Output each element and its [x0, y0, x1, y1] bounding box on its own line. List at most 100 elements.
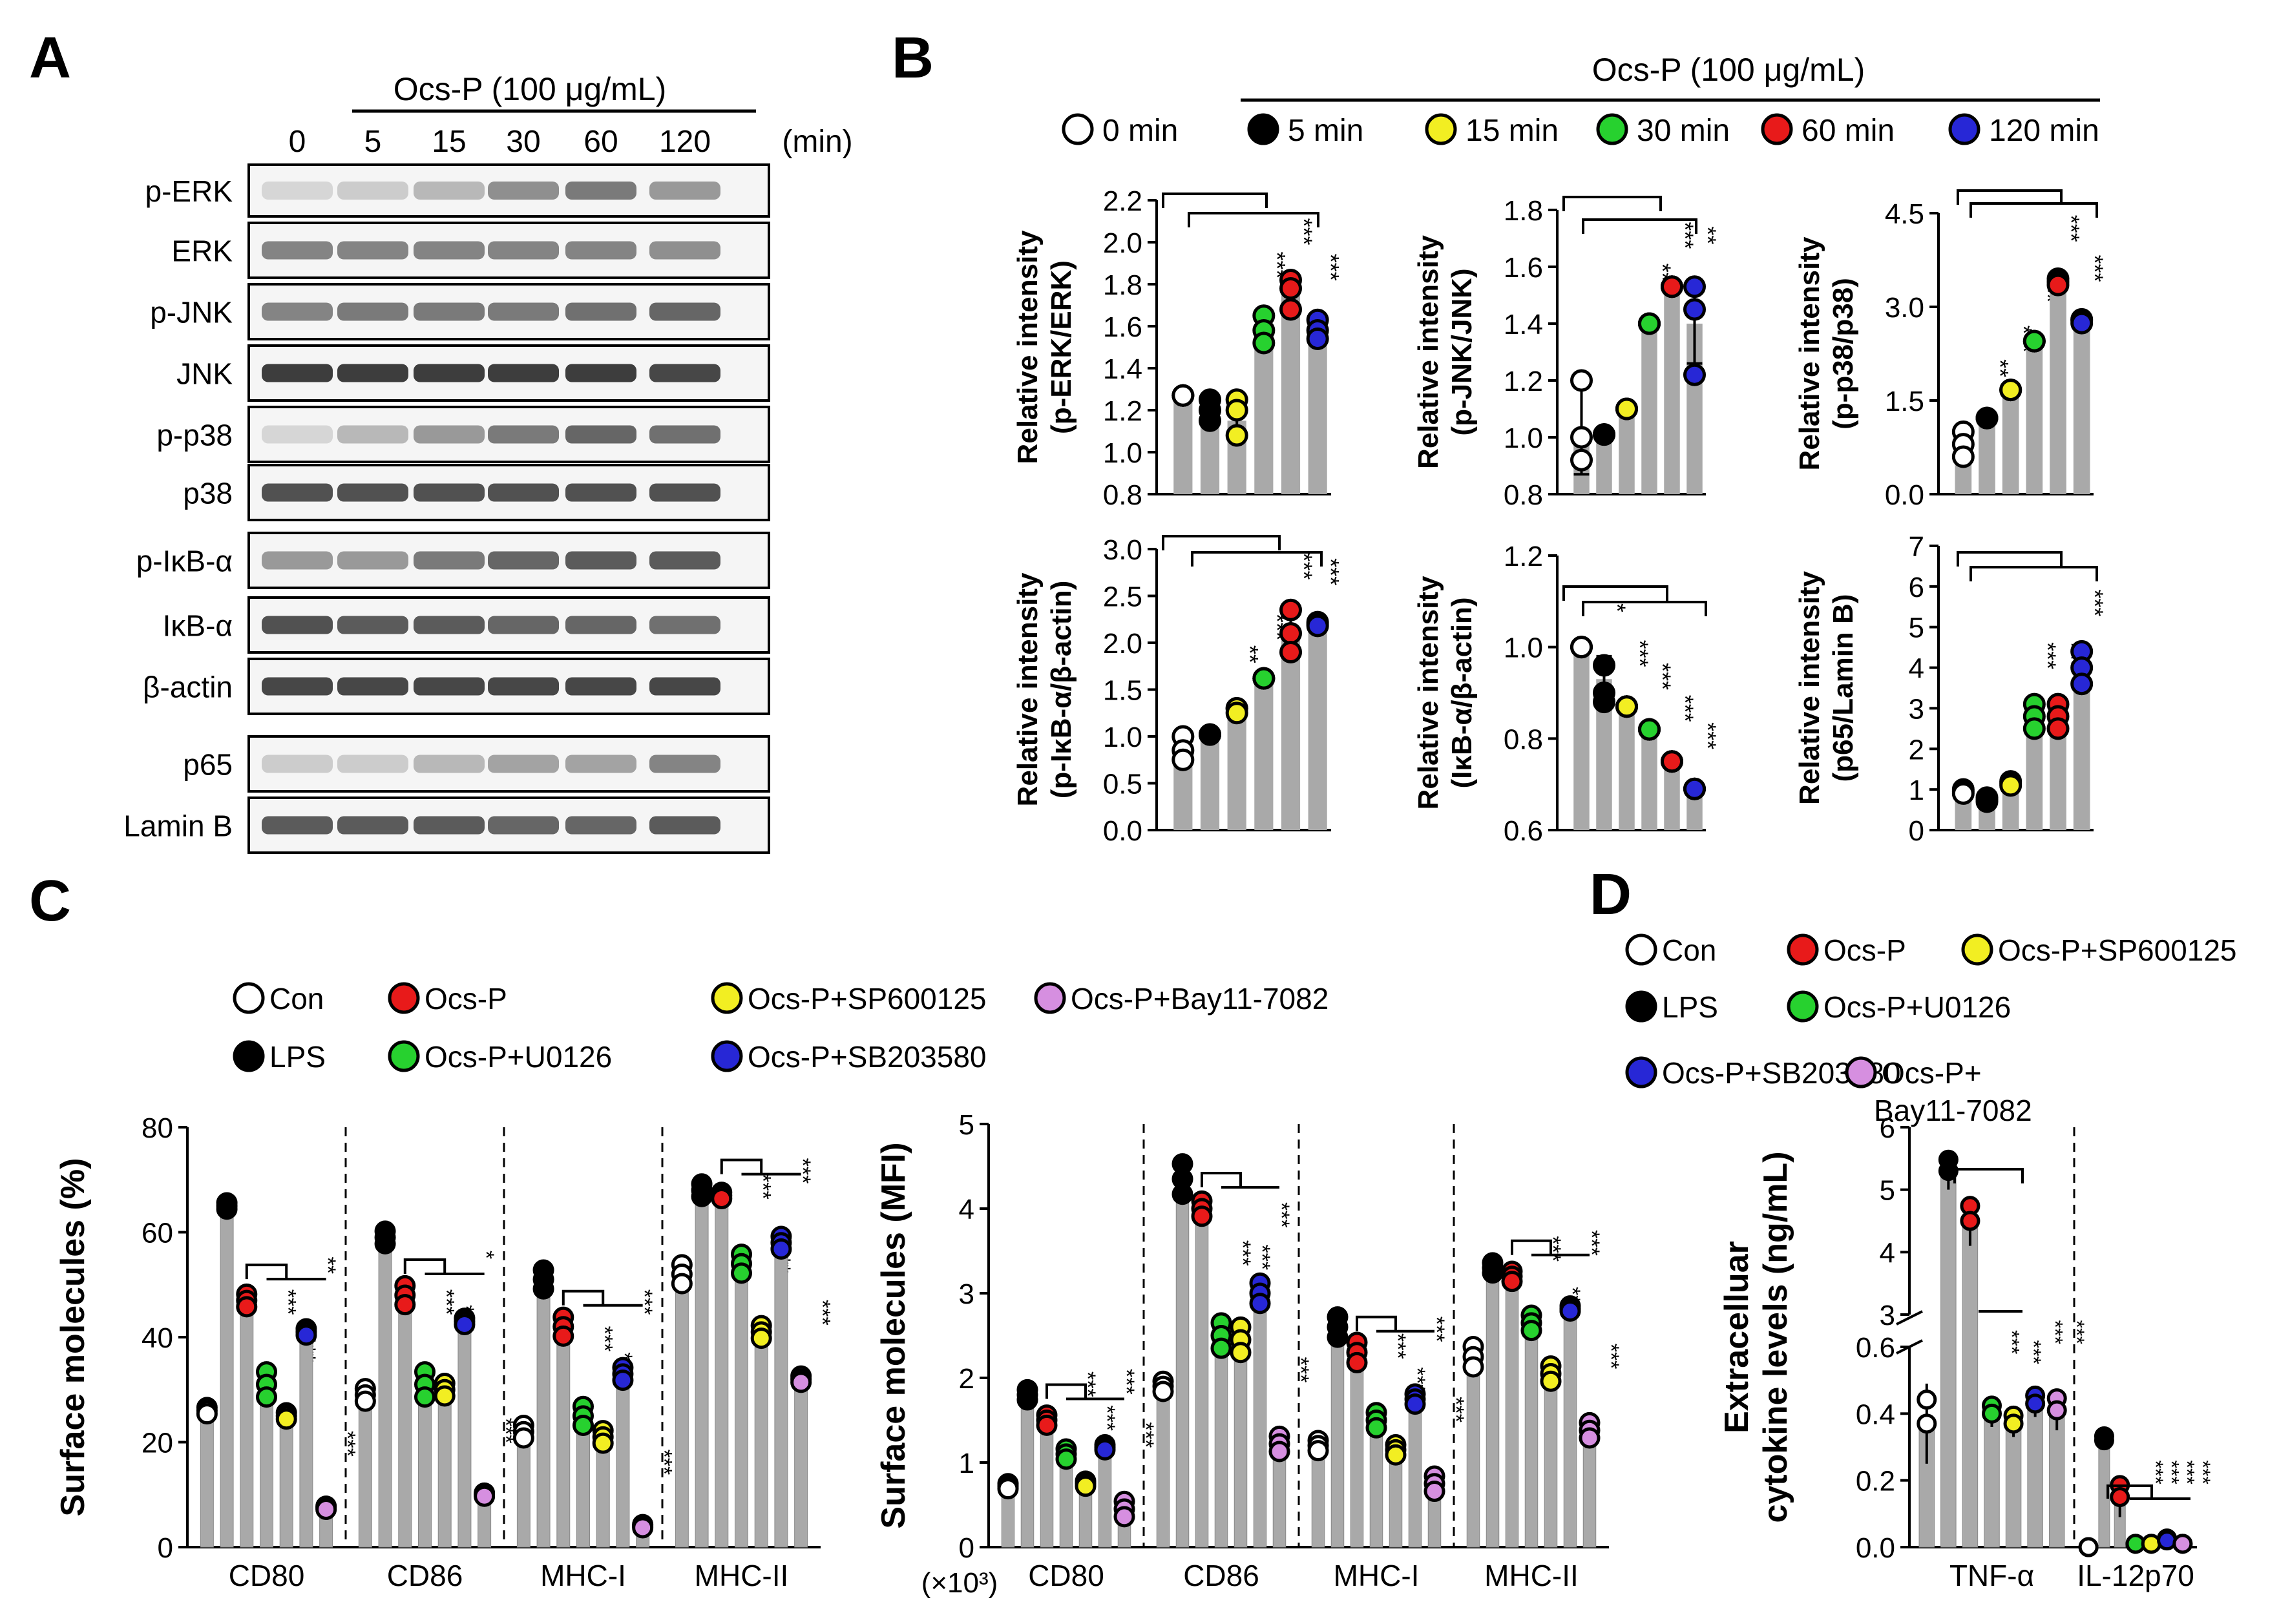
y-tick-label: 5	[1880, 1175, 1895, 1207]
data-point	[1520, 1320, 1542, 1342]
data-point	[1306, 614, 1329, 638]
y-tick-label: 5	[959, 1109, 974, 1141]
y-tick-label: 4.5	[1885, 198, 1924, 230]
data-point	[512, 1427, 534, 1449]
data-point	[1570, 369, 1593, 392]
bar	[1308, 624, 1327, 830]
blot-band	[337, 302, 408, 321]
data-point	[1593, 691, 1615, 714]
data-point	[2157, 1530, 2178, 1551]
bar	[1619, 409, 1635, 494]
y-tick-label: 2.0	[1103, 628, 1142, 660]
data-point	[1951, 782, 1975, 805]
data-point	[1999, 774, 2022, 797]
significance-stars: ***	[652, 1450, 677, 1475]
significance-bracket	[1188, 212, 1319, 227]
bar	[279, 1415, 293, 1548]
legend-marker	[233, 1040, 265, 1072]
legend-label: LPS	[269, 1040, 326, 1074]
y-tick-label: 5	[1909, 612, 1924, 644]
data-point	[2110, 1487, 2130, 1507]
blot-band	[488, 755, 559, 773]
blot-row-label: p-ERK	[145, 174, 233, 208]
significance-stars: ***	[1672, 222, 1699, 249]
significance-stars: ***	[2044, 1320, 2067, 1344]
y-axis-label: (p-IκB-α/β-actin)	[1045, 581, 1077, 799]
bar	[437, 1389, 452, 1548]
bar	[1214, 1335, 1228, 1548]
y-axis-label: Surface molecules (MFI)	[875, 1142, 912, 1528]
data-point	[1570, 636, 1593, 659]
significance-stars: *	[474, 1251, 498, 1259]
y-tick-label: 2.0	[1103, 227, 1142, 259]
blot-row-label: JNK	[176, 357, 233, 391]
legend-marker	[1948, 113, 1980, 145]
legend-label: 5 min	[1288, 114, 1363, 148]
legend-label: Ocs-P	[1823, 933, 1906, 967]
data-point	[1279, 298, 1302, 321]
blot-band	[262, 755, 333, 773]
panel-letter: B	[892, 26, 934, 90]
significance-bracket	[1957, 189, 2063, 205]
blot-band	[488, 364, 559, 382]
data-point	[2172, 1534, 2193, 1554]
data-point	[1999, 379, 2022, 402]
y-tick-label: 4	[1880, 1237, 1895, 1269]
chart-B3: 0.0 1.5 3.0 4.5 Relative intensity (p-p38/p38…	[1794, 189, 2108, 511]
legend-label: LPS	[1662, 990, 1718, 1024]
data-point	[295, 1324, 317, 1346]
data-point	[1917, 1390, 1937, 1410]
significance-bracket	[1582, 601, 1707, 616]
data-point	[1279, 622, 1302, 645]
significance-bracket	[1970, 566, 2098, 581]
bar	[200, 1410, 214, 1548]
y-tick-label: 0.2	[1856, 1466, 1895, 1497]
data-point	[750, 1327, 772, 1349]
blot-band	[649, 241, 720, 260]
legend-marker	[1961, 933, 1993, 966]
data-point	[1171, 384, 1195, 407]
axis-break	[1896, 1310, 1923, 1326]
y-tick-label: 3.0	[1103, 534, 1142, 566]
data-point	[1638, 312, 1661, 335]
data-point	[1268, 1441, 1290, 1463]
significance-stars: ***	[2058, 215, 2085, 242]
y-tick-label: 0.6	[1504, 815, 1543, 847]
legend-label: Ocs-P+SB203580	[748, 1040, 987, 1074]
y-axis-label: (IκB-α/β-actin)	[1446, 598, 1478, 789]
data-point	[1230, 1342, 1252, 1364]
y-tick-label: 1.6	[1504, 252, 1543, 284]
y-tick-label: 1.0	[1504, 632, 1543, 664]
group-label: TNF-α	[1949, 1559, 2034, 1592]
blot-band	[565, 483, 636, 502]
bar	[794, 1379, 808, 1548]
data-point	[1938, 1161, 1959, 1182]
bar	[240, 1300, 254, 1548]
bar	[1253, 1293, 1267, 1548]
group-label: CD80	[229, 1559, 305, 1592]
bar	[1466, 1356, 1480, 1548]
data-point	[354, 1390, 376, 1412]
bar	[1281, 633, 1301, 830]
data-point	[196, 1403, 218, 1425]
data-point	[2025, 1393, 2046, 1414]
blot-band	[414, 241, 485, 260]
y-tick-label: 0.4	[1856, 1399, 1895, 1430]
data-point	[2094, 1430, 2114, 1451]
panel-letter: A	[29, 26, 71, 90]
significance-stars: ***	[1579, 1230, 1604, 1256]
data-point	[632, 1517, 654, 1539]
significance-stars: ***	[335, 1431, 360, 1457]
blot-band	[649, 677, 720, 696]
data-point	[1593, 423, 1615, 446]
data-point	[1385, 1444, 1407, 1466]
group-label: CD86	[1183, 1559, 1259, 1592]
data-point	[552, 1325, 574, 1347]
data-point	[770, 1238, 792, 1260]
bar	[1979, 418, 1995, 494]
data-point	[2070, 311, 2094, 335]
data-point	[434, 1385, 456, 1407]
blot-band	[565, 816, 636, 835]
y-axis-label: (p-JNK/JNK)	[1446, 268, 1478, 435]
data-point	[1482, 1262, 1504, 1284]
